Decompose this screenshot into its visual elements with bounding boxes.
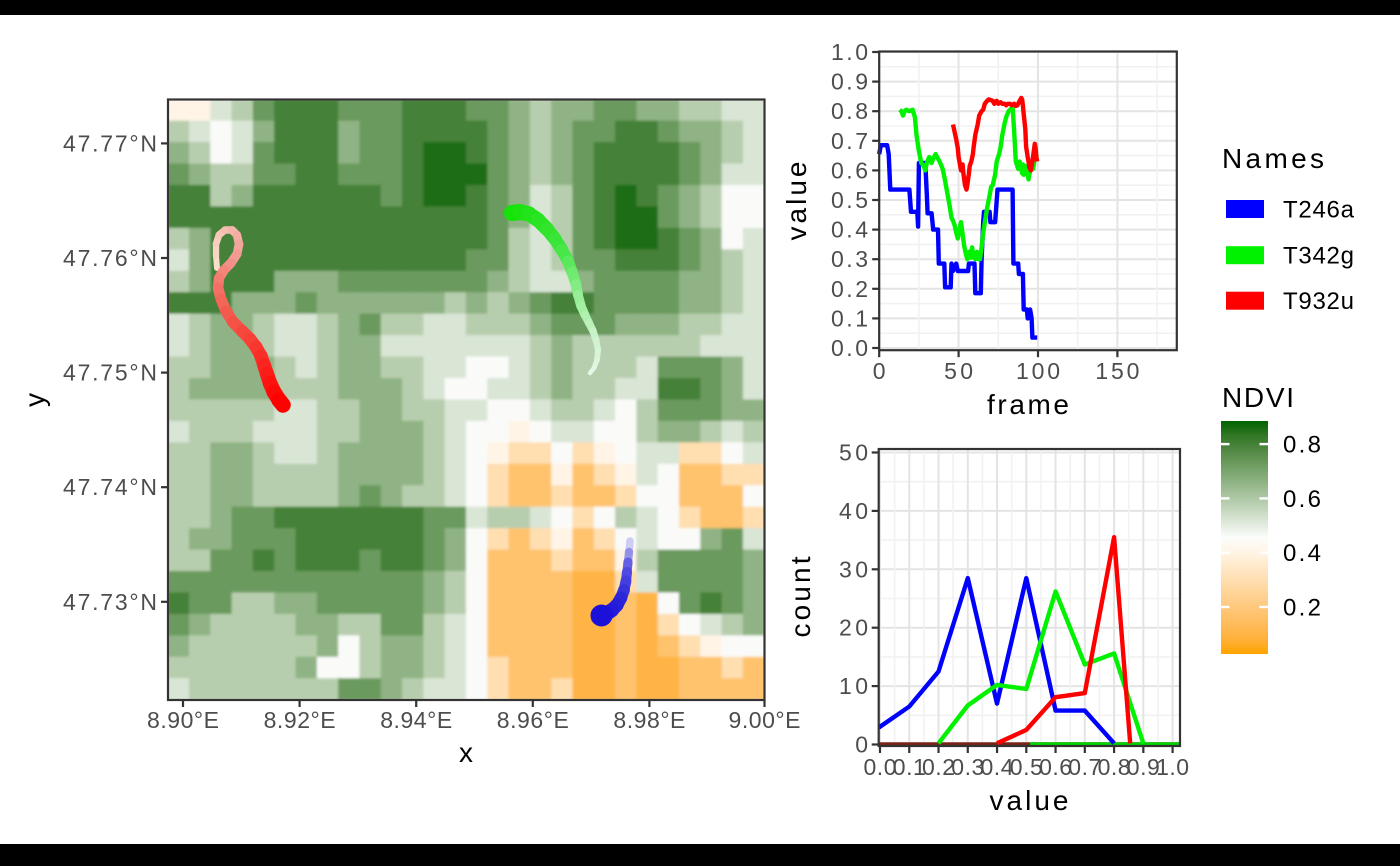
svg-text:value: value <box>781 162 812 241</box>
svg-text:0.2: 0.2 <box>831 276 868 302</box>
svg-text:frame: frame <box>987 389 1069 420</box>
svg-text:47.75°N: 47.75°N <box>63 360 157 386</box>
svg-text:8.90°E: 8.90°E <box>147 707 219 733</box>
svg-text:0.8: 0.8 <box>1098 754 1131 780</box>
svg-text:47.74°N: 47.74°N <box>63 474 157 500</box>
svg-text:T342g: T342g <box>1283 243 1354 270</box>
svg-text:100: 100 <box>1016 358 1060 384</box>
svg-text:x: x <box>459 737 473 768</box>
svg-text:0.1: 0.1 <box>893 754 926 780</box>
svg-text:0.6: 0.6 <box>831 157 868 183</box>
svg-text:8.92°E: 8.92°E <box>264 707 336 733</box>
svg-text:1.0: 1.0 <box>1156 754 1189 780</box>
svg-text:0.4: 0.4 <box>1283 540 1321 567</box>
svg-text:0.7: 0.7 <box>831 128 868 154</box>
svg-text:value: value <box>990 785 1069 816</box>
svg-text:0.2: 0.2 <box>922 754 955 780</box>
svg-text:0.4: 0.4 <box>981 754 1014 780</box>
svg-text:0.3: 0.3 <box>831 246 868 272</box>
svg-text:47.73°N: 47.73°N <box>63 589 157 615</box>
svg-text:0.3: 0.3 <box>951 754 984 780</box>
svg-text:0.4: 0.4 <box>831 217 868 243</box>
svg-text:0.8: 0.8 <box>831 98 868 124</box>
svg-text:0.8: 0.8 <box>1283 432 1321 459</box>
svg-text:0.5: 0.5 <box>831 187 868 213</box>
svg-text:1.0: 1.0 <box>831 39 868 65</box>
svg-text:0.1: 0.1 <box>831 305 868 331</box>
svg-text:0.6: 0.6 <box>1039 754 1072 780</box>
svg-text:0: 0 <box>873 358 886 384</box>
svg-text:T932u: T932u <box>1283 288 1354 315</box>
svg-text:8.94°E: 8.94°E <box>380 707 452 733</box>
svg-text:8.98°E: 8.98°E <box>613 707 685 733</box>
svg-text:0.9: 0.9 <box>831 69 868 95</box>
svg-text:0: 0 <box>855 732 868 758</box>
svg-text:count: count <box>785 556 816 637</box>
svg-text:y: y <box>19 393 50 407</box>
svg-text:T246a: T246a <box>1283 197 1355 224</box>
svg-text:0.0: 0.0 <box>831 335 868 361</box>
svg-text:0.7: 0.7 <box>1068 754 1101 780</box>
svg-text:8.96°E: 8.96°E <box>497 707 569 733</box>
svg-text:150: 150 <box>1095 358 1139 384</box>
svg-text:0.9: 0.9 <box>1127 754 1160 780</box>
svg-text:9.00°E: 9.00°E <box>729 707 801 733</box>
svg-text:0.6: 0.6 <box>1283 486 1321 513</box>
svg-text:0.0: 0.0 <box>864 754 897 780</box>
svg-text:47.76°N: 47.76°N <box>63 245 157 271</box>
svg-text:0.5: 0.5 <box>1010 754 1043 780</box>
svg-text:NDVI: NDVI <box>1222 382 1294 413</box>
svg-text:0.2: 0.2 <box>1283 595 1321 622</box>
svg-text:47.77°N: 47.77°N <box>63 130 157 156</box>
